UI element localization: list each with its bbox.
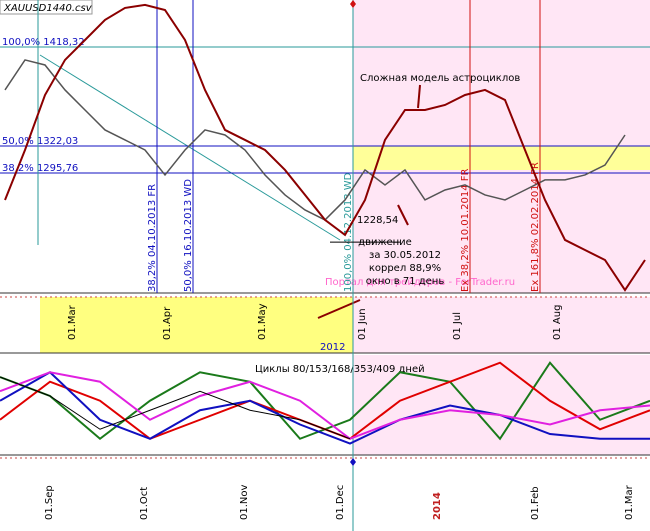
- marker: [350, 0, 356, 8]
- level-label: 38,2% 1295,76: [2, 163, 78, 174]
- price-label: 1228,54: [357, 215, 398, 226]
- vertical-label: 100,0% 04.12.2013 WD: [343, 172, 354, 292]
- series-line: [4, 59, 626, 221]
- series-line: [4, 3, 646, 292]
- year-label: 2012: [320, 342, 345, 353]
- date-label: 2014: [432, 492, 443, 520]
- date-label: 01.Mar: [624, 484, 635, 520]
- trend-line: [39, 54, 341, 241]
- series-line: [0, 376, 351, 440]
- note: за 30.05.2012: [369, 250, 441, 261]
- date-label: 01.Mar: [67, 304, 78, 340]
- date-label: 01.Feb: [530, 486, 541, 520]
- date-label: 01.Nov: [239, 484, 250, 520]
- date-label: 01.Apr: [162, 306, 173, 340]
- arrow: [397, 204, 409, 226]
- model-label: Сложная модель астроциклов: [360, 73, 520, 84]
- date-label: 01 Aug: [552, 305, 563, 340]
- level-label: 50,0% 1322,03: [2, 136, 78, 147]
- date-label: 01.Sep: [44, 485, 55, 520]
- note: коррел 88,9%: [369, 263, 441, 274]
- note: движение: [358, 237, 412, 248]
- date-label: 01 Jun: [357, 308, 368, 340]
- vertical-label: 38,2% 04.10.2013 FR: [147, 184, 158, 292]
- analog-window: [40, 297, 353, 353]
- future-zone: [353, 297, 650, 353]
- symbol: XAUUSD1440.csv: [3, 3, 93, 14]
- series-line: [0, 371, 650, 445]
- vertical-label: Ex 38,2% 10.01.2014 FR: [460, 168, 471, 292]
- vertical-label: Ex 161,8% 02.02.2014 FR: [530, 162, 541, 292]
- marker: [350, 458, 356, 466]
- panel-title: Циклы 80/153/168/353/409 дней: [255, 364, 425, 375]
- date-label: 01 Jul: [452, 312, 463, 340]
- watermark: Портал для трейдеров - ForTrader.ru: [325, 277, 515, 288]
- vertical-label: 50,0% 16.10.2013 WD: [183, 179, 194, 292]
- note: окно в 71 день: [366, 276, 445, 287]
- series-line: [0, 371, 650, 440]
- level-band: [353, 146, 650, 170]
- date-label: 01.Dec: [335, 485, 346, 520]
- date-label: 01.May: [257, 303, 268, 340]
- level-label: 100,0% 1418,32: [2, 37, 85, 48]
- date-label: 01.Oct: [139, 487, 150, 520]
- arrow: [417, 84, 421, 109]
- symbol-box: [0, 0, 93, 15]
